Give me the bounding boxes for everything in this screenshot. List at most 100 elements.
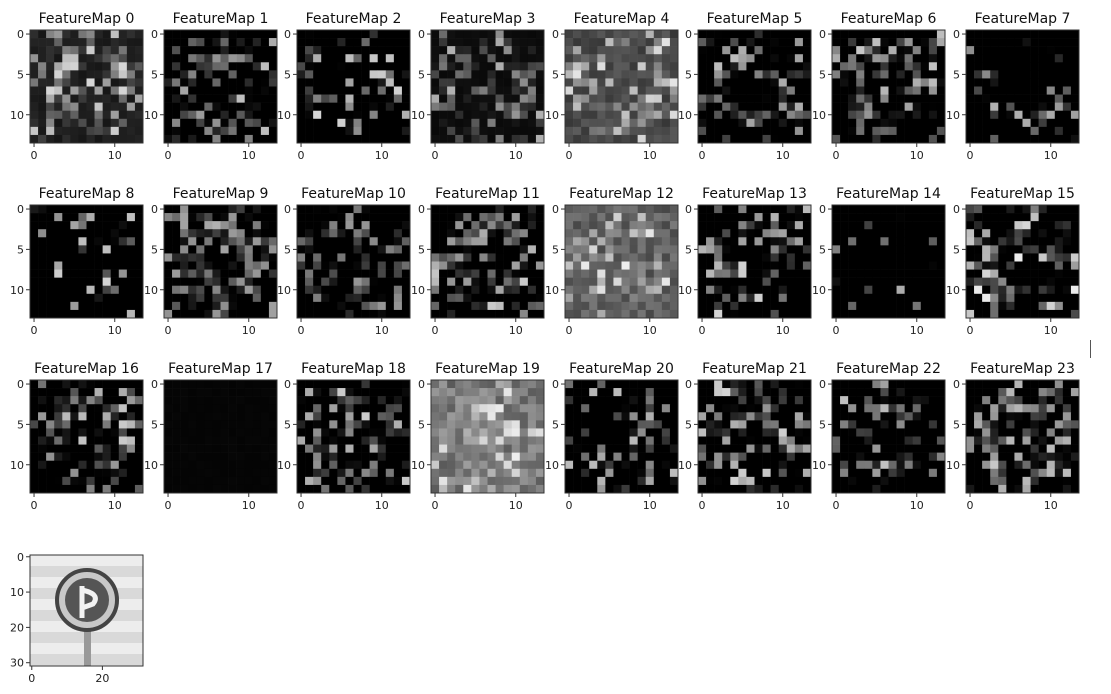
heatmap-cell	[722, 94, 731, 103]
heatmap-cell	[1054, 205, 1064, 214]
heatmap-cell	[1062, 396, 1072, 405]
heatmap-cell	[848, 205, 857, 214]
heatmap-cell	[313, 388, 322, 397]
heatmap-cell	[706, 86, 715, 95]
heatmap-cell	[361, 46, 370, 55]
heatmap-cell	[244, 285, 254, 295]
heatmap-cell	[385, 412, 395, 421]
heatmap-cell	[102, 436, 112, 445]
heatmap-cell	[236, 444, 246, 453]
heatmap-cell	[928, 229, 938, 238]
heatmap-cell	[778, 134, 788, 144]
heatmap-cell	[802, 452, 812, 462]
heatmap-cell	[329, 277, 338, 287]
heatmap-cell	[597, 118, 606, 128]
heatmap-cell	[62, 30, 71, 39]
heatmap-cell	[1006, 70, 1015, 79]
heatmap-cell	[439, 388, 448, 397]
heatmap-cell	[369, 126, 379, 136]
heatmap-cell	[669, 388, 679, 397]
heatmap-cell	[30, 420, 39, 429]
heatmap-cell	[936, 46, 946, 55]
heatmap-cell	[982, 476, 991, 486]
heatmap-cell	[188, 78, 197, 87]
heatmap-cell	[172, 245, 181, 254]
heatmap-cell	[172, 221, 181, 230]
heatmap-cell	[447, 253, 456, 262]
heatmap-cell	[212, 436, 221, 445]
heatmap-cell	[369, 285, 379, 295]
heatmap-cell	[888, 468, 897, 478]
heatmap-cell	[46, 484, 55, 494]
heatmap-cell	[661, 78, 671, 87]
heatmap-cell	[746, 134, 755, 144]
heatmap-cell	[204, 436, 213, 445]
heatmap-cell	[1062, 118, 1072, 128]
heatmap-cell	[455, 245, 464, 254]
heatmap-cell	[1022, 205, 1031, 214]
heatmap-cell	[54, 428, 63, 437]
heatmap-cell	[621, 102, 630, 112]
heatmap-cell	[118, 444, 128, 453]
heatmap-cell	[447, 460, 456, 470]
heatmap-cell	[527, 452, 537, 462]
heatmap-cell	[70, 388, 79, 397]
heatmap-cell	[1070, 245, 1080, 254]
heatmap-cell	[305, 86, 314, 95]
heatmap-cell	[1014, 460, 1023, 470]
heatmap-cell	[770, 380, 780, 389]
heatmap-cell	[669, 309, 679, 319]
heatmap-cell	[1046, 54, 1056, 63]
heatmap-cell	[236, 412, 246, 421]
heatmap-cell	[794, 388, 804, 397]
heatmap-cell	[297, 412, 306, 421]
heatmap-cell	[1022, 428, 1031, 437]
heatmap-cell	[118, 46, 128, 55]
heatmap-cell	[385, 78, 395, 87]
heatmap-cell	[38, 253, 47, 262]
heatmap-cell	[802, 229, 812, 238]
heatmap-cell	[714, 30, 723, 39]
heatmap-cell	[268, 436, 278, 445]
y-tick-label: 0	[685, 28, 692, 41]
heatmap-cell	[661, 62, 671, 71]
x-tick-label: 0	[699, 149, 706, 162]
heatmap-cell	[204, 380, 213, 389]
heatmap-cell	[519, 309, 529, 319]
heatmap-cell	[645, 285, 655, 295]
heatmap-cell	[637, 54, 647, 63]
heatmap-cell	[196, 484, 205, 494]
heatmap-cell	[54, 484, 63, 494]
heatmap-cell	[1006, 293, 1015, 303]
heatmap-cell	[393, 420, 403, 429]
heatmap-cell	[974, 285, 983, 295]
heatmap-cell	[244, 269, 254, 278]
heatmap-cell	[180, 269, 189, 278]
heatmap-cell	[581, 237, 590, 246]
heatmap-cell	[856, 70, 865, 79]
heatmap-cell	[447, 86, 456, 95]
heatmap-cell	[1022, 388, 1031, 397]
heatmap-cell	[920, 468, 930, 478]
heatmap-cell	[30, 62, 39, 71]
heatmap-cell	[126, 452, 136, 462]
heatmap-cell	[439, 134, 448, 144]
heatmap-cell	[832, 229, 841, 238]
heatmap-cell	[204, 444, 213, 453]
heatmap-cell	[78, 476, 87, 486]
heatmap-cell	[888, 94, 897, 103]
heatmap-cell	[1038, 134, 1048, 144]
heatmap-cell	[928, 70, 938, 79]
heatmap-cell	[974, 86, 983, 95]
heatmap-cell	[706, 404, 715, 413]
heatmap-cell	[401, 118, 411, 128]
heatmap-cell	[393, 436, 403, 445]
heatmap-cell	[730, 213, 739, 222]
heatmap-cell	[714, 285, 723, 295]
heatmap-cell	[645, 86, 655, 95]
heatmap-cell	[698, 126, 707, 136]
heatmap-cell	[86, 404, 95, 413]
heatmap-cell	[188, 221, 197, 230]
heatmap-cell	[1014, 70, 1023, 79]
heatmap-cell	[904, 126, 914, 136]
